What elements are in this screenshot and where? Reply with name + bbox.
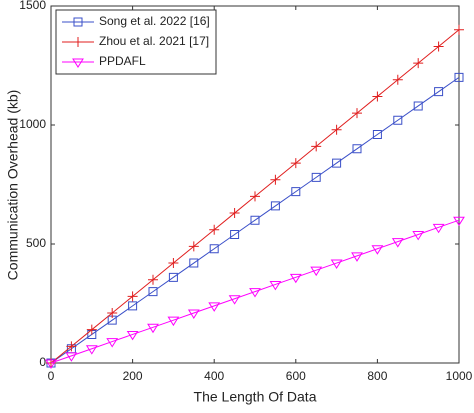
x-tick-label: 800 — [367, 369, 387, 383]
marker — [128, 301, 138, 311]
marker — [189, 258, 199, 268]
marker — [393, 115, 403, 125]
x-tick-label: 600 — [286, 369, 306, 383]
marker — [269, 280, 282, 291]
legend-marker — [73, 17, 83, 27]
marker — [413, 58, 424, 69]
marker — [168, 272, 178, 282]
marker — [392, 74, 403, 85]
x-axis-label: The Length Of Data — [194, 389, 317, 405]
x-tick-label: 1000 — [446, 369, 473, 383]
legend-marker — [73, 37, 83, 47]
marker — [454, 24, 464, 35]
y-tick-label: 500 — [26, 236, 46, 250]
legend: Song et al. 2022 [16] Zhou et al. 2021 [1… — [55, 9, 217, 75]
marker — [454, 72, 464, 82]
marker — [372, 91, 383, 102]
y-tick-label: 0 — [39, 355, 46, 369]
marker — [148, 287, 158, 297]
marker — [351, 252, 363, 262]
marker — [352, 144, 362, 154]
marker — [209, 244, 219, 254]
legend-label: Song et al. 2022 [16] — [99, 14, 210, 28]
marker — [413, 101, 423, 111]
marker — [85, 345, 98, 355]
marker — [391, 238, 404, 248]
y-tick-label: 1000 — [19, 117, 46, 131]
marker — [86, 324, 97, 335]
x-tick-label: 200 — [123, 369, 143, 383]
marker — [250, 191, 260, 202]
marker — [432, 223, 445, 234]
marker — [290, 158, 301, 169]
marker — [87, 329, 97, 339]
legend-label: PPDAFL — [99, 54, 146, 68]
marker — [45, 359, 57, 369]
marker — [66, 341, 77, 352]
marker — [289, 273, 302, 284]
marker — [127, 291, 138, 302]
marker — [106, 338, 119, 348]
marker — [168, 258, 179, 269]
marker — [250, 215, 260, 225]
y-tick-label: 1500 — [19, 0, 46, 12]
marker — [230, 229, 240, 239]
series-line — [50, 76, 460, 364]
marker — [147, 323, 159, 334]
marker — [434, 87, 444, 97]
marker — [249, 288, 261, 298]
marker — [270, 201, 280, 211]
marker — [372, 130, 382, 140]
marker — [270, 174, 281, 185]
legend-label: Zhou et al. 2021 [17] — [99, 34, 209, 48]
series-line — [50, 219, 460, 364]
marker — [148, 274, 158, 285]
marker — [311, 172, 321, 182]
marker — [412, 230, 425, 241]
marker — [371, 245, 384, 255]
marker — [332, 158, 342, 168]
marker — [291, 187, 301, 197]
x-tick-label: 0 — [48, 369, 55, 383]
marker — [126, 330, 139, 341]
x-tick-label: 400 — [204, 369, 224, 383]
marker — [352, 108, 362, 119]
marker — [228, 295, 241, 305]
marker — [310, 266, 323, 277]
marker — [46, 358, 56, 368]
y-axis-label: Communication Overhead (kb) — [5, 90, 21, 281]
marker — [331, 124, 342, 135]
marker — [311, 141, 322, 152]
marker — [65, 352, 78, 362]
marker — [188, 241, 199, 252]
marker — [167, 316, 180, 327]
marker — [330, 259, 343, 269]
marker — [107, 308, 118, 319]
marker — [107, 315, 117, 325]
marker — [433, 41, 444, 52]
marker — [453, 216, 465, 227]
marker — [187, 309, 200, 319]
marker — [229, 208, 240, 219]
legend-marker — [72, 58, 84, 68]
marker — [208, 302, 221, 312]
marker — [209, 224, 220, 235]
